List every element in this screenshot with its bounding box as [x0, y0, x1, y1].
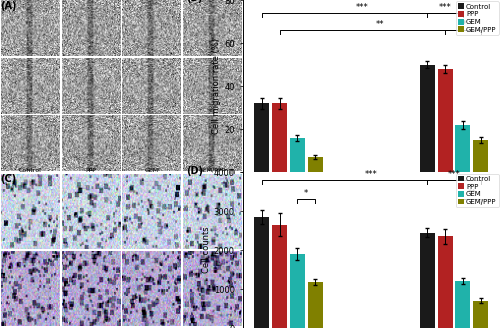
Bar [272, 103, 287, 172]
Text: *: * [304, 189, 308, 198]
Bar [254, 217, 270, 328]
Text: (A): (A) [0, 1, 17, 11]
Bar [290, 138, 305, 172]
Text: (B): (B) [186, 0, 202, 3]
Bar [308, 282, 323, 328]
Text: GEM/PPP: GEM/PPP [198, 168, 226, 173]
Bar [438, 236, 452, 328]
Text: ***: *** [448, 170, 460, 179]
Bar [420, 65, 435, 172]
Text: (C): (C) [0, 174, 17, 184]
Bar [254, 103, 270, 172]
Bar [438, 69, 452, 172]
Text: ***: *** [356, 3, 368, 12]
Text: GEM/PPP: GEM/PPP [198, 0, 226, 1]
Text: **: ** [458, 20, 467, 30]
Bar [290, 254, 305, 328]
Bar [272, 225, 287, 328]
Bar [456, 125, 470, 172]
Text: GEM: GEM [144, 0, 158, 1]
Bar [420, 233, 435, 328]
Text: (D): (D) [186, 166, 203, 176]
Text: ***: *** [438, 3, 452, 12]
Text: GEM: GEM [144, 168, 158, 173]
Bar [456, 281, 470, 328]
Text: PPP: PPP [86, 168, 96, 173]
Text: **: ** [468, 189, 476, 198]
Text: ***: *** [365, 170, 378, 179]
Text: **: ** [376, 20, 384, 30]
Bar [308, 157, 323, 172]
Y-axis label: Cell counts: Cell counts [202, 227, 211, 274]
Bar [473, 301, 488, 328]
Text: PPP: PPP [86, 0, 96, 1]
Text: Control: Control [19, 0, 42, 1]
Legend: Control, PPP, GEM, GEM/PPP: Control, PPP, GEM, GEM/PPP [456, 1, 498, 35]
Legend: Control, PPP, GEM, GEM/PPP: Control, PPP, GEM, GEM/PPP [456, 174, 498, 207]
Y-axis label: Cell migration rate (%): Cell migration rate (%) [212, 38, 222, 134]
X-axis label: Time (hour): Time (hour) [345, 195, 398, 203]
Text: Control: Control [19, 168, 42, 173]
Bar [473, 140, 488, 172]
